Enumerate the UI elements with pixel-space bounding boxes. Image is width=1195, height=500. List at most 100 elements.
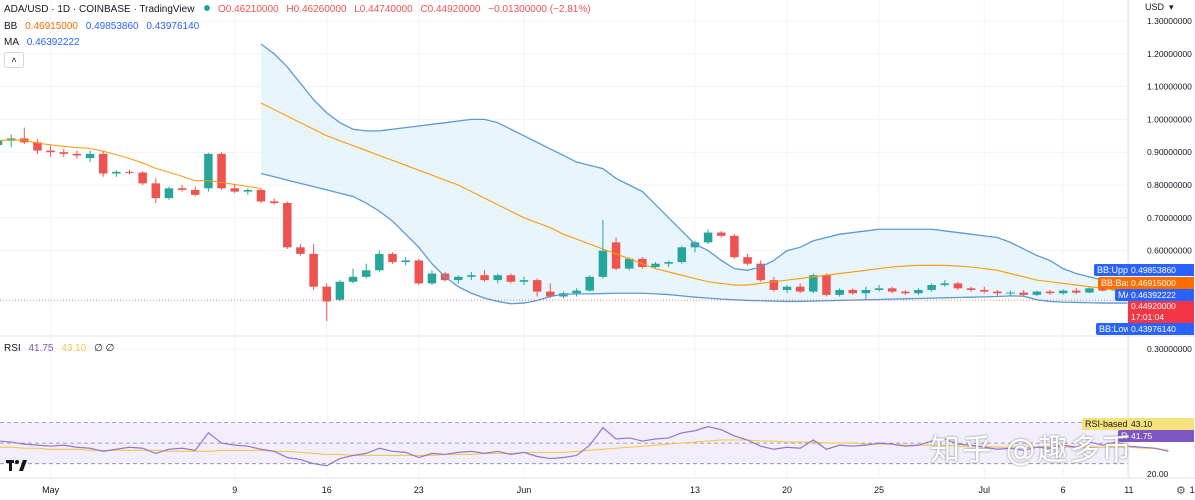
currency-selector[interactable]: USD ▾ bbox=[1145, 2, 1179, 13]
bollinger-band bbox=[261, 43, 1169, 304]
candle-body bbox=[243, 189, 253, 192]
candle-body bbox=[112, 171, 121, 174]
bb-basis-value: 0.46915000 bbox=[25, 21, 78, 32]
candle-body bbox=[703, 232, 713, 243]
time-tick-label: 9 bbox=[232, 485, 237, 495]
candle-body bbox=[585, 276, 594, 291]
ma-price: 0.46392222 bbox=[1128, 289, 1194, 301]
candle-body bbox=[519, 280, 529, 282]
price-tick-label: 1.20000000 bbox=[1147, 49, 1192, 59]
symbol-header: ADA/USD · 1D · COINBASE · TradingView O0… bbox=[4, 4, 596, 15]
candle-body bbox=[256, 189, 266, 202]
bb-legend-label: BB bbox=[4, 21, 18, 32]
price-tick-label: 0.70000000 bbox=[1147, 213, 1192, 223]
bb-upper-tag: BB:Upper bbox=[1094, 264, 1140, 276]
candle-body bbox=[730, 235, 739, 258]
rsi-ma-tag-label: RSI-based MA bbox=[1085, 419, 1144, 429]
bb-legend[interactable]: BB 0.46915000 0.49853860 0.43976140 bbox=[4, 21, 204, 32]
candle-body bbox=[690, 242, 700, 248]
candle-body bbox=[756, 263, 765, 281]
candle-body bbox=[217, 153, 226, 189]
price-tick-label: 1.00000000 bbox=[1147, 114, 1192, 124]
price-tick-label: 0.30000000 bbox=[1147, 344, 1192, 354]
candle-body bbox=[1019, 292, 1028, 295]
candle-body bbox=[401, 260, 410, 263]
candle-body bbox=[638, 258, 647, 267]
ohlc-open: O0.46210000 bbox=[218, 4, 279, 15]
time-tick-label: 25 bbox=[874, 485, 884, 495]
ma-legend-label: MA bbox=[4, 37, 19, 48]
bb-basis-tag-label: BB:Basis bbox=[1101, 278, 1138, 288]
rsi-pane bbox=[0, 422, 1169, 467]
candle-body bbox=[72, 153, 82, 156]
ma-tag-label: MA bbox=[1118, 290, 1132, 300]
candle-body bbox=[717, 232, 726, 236]
candle-body bbox=[795, 286, 805, 292]
price-tick-label: 0.60000000 bbox=[1147, 246, 1192, 256]
candle-body bbox=[322, 286, 331, 302]
bb-upper-value: 0.49853860 bbox=[85, 21, 139, 32]
candle-body bbox=[953, 283, 963, 289]
time-tick-label: 23 bbox=[414, 485, 424, 495]
candle-body bbox=[269, 201, 279, 204]
last-price: 0.44920000 bbox=[1131, 301, 1176, 311]
candle-body bbox=[33, 142, 42, 151]
collapse-legend-button[interactable]: ˄ bbox=[4, 52, 24, 68]
candle-body bbox=[283, 203, 292, 248]
indicator-lines bbox=[0, 43, 1169, 305]
time-tick-label: Jul bbox=[978, 485, 990, 495]
candle-body bbox=[414, 260, 424, 284]
symbol-title[interactable]: ADA/USD · 1D · COINBASE · TradingView bbox=[4, 4, 195, 15]
candle-body bbox=[348, 276, 358, 282]
ma-legend[interactable]: MA 0.46392222 bbox=[4, 37, 85, 48]
time-tick-label: May bbox=[42, 485, 60, 495]
market-status-dot bbox=[204, 5, 211, 11]
rsi-price: 41.75 bbox=[1128, 430, 1194, 442]
candle-body bbox=[138, 172, 147, 184]
candle-body bbox=[164, 188, 174, 199]
time-tick-label: 20 bbox=[782, 485, 792, 495]
candle-body bbox=[664, 262, 673, 264]
candle-body bbox=[375, 253, 384, 271]
candle-body bbox=[966, 288, 976, 290]
candle-body bbox=[309, 253, 318, 287]
watermark-text: 知乎 @趣多币 bbox=[930, 433, 1134, 468]
price-tick-label: 0.80000000 bbox=[1147, 180, 1192, 190]
bar-countdown: 17:01:04 bbox=[1131, 312, 1165, 322]
rsi-ma-value: 43.10 bbox=[61, 343, 87, 354]
candle-body bbox=[980, 289, 989, 292]
candle-body bbox=[1032, 291, 1042, 295]
candle-body bbox=[230, 188, 239, 192]
candle-body bbox=[493, 275, 502, 281]
candle-body bbox=[782, 286, 792, 290]
candle-body bbox=[598, 250, 608, 277]
candle-body bbox=[177, 188, 187, 190]
candle-body bbox=[1098, 288, 1107, 291]
candle-body bbox=[59, 152, 68, 154]
candle-body bbox=[467, 275, 476, 277]
candle-body bbox=[454, 276, 463, 281]
time-tick-label: 16 bbox=[322, 485, 332, 495]
candle-body bbox=[151, 183, 161, 199]
candle-body bbox=[901, 291, 910, 294]
candle-body bbox=[1072, 290, 1081, 293]
candle-body bbox=[651, 263, 660, 267]
currency-dropdown-icon: ▾ bbox=[1169, 2, 1174, 12]
candle-body bbox=[809, 275, 818, 292]
candle-body bbox=[914, 289, 923, 294]
rsi-legend[interactable]: RSI 41.75 43.10 ∅ ∅ bbox=[4, 343, 119, 354]
ohlc-high: H0.46260000 bbox=[286, 4, 347, 15]
candle-body bbox=[677, 247, 687, 263]
bb-lower-line bbox=[260, 172, 1169, 305]
ohlc-change: −0.01300000 (−2.81%) bbox=[488, 4, 591, 15]
candle-body bbox=[874, 288, 884, 290]
ohlc-low: L0.44740000 bbox=[354, 4, 413, 15]
price-tick-label: 1.30000000 bbox=[1147, 16, 1192, 26]
bb-upper-price: 0.49853860 bbox=[1128, 264, 1194, 276]
ma-value: 0.46392222 bbox=[26, 37, 80, 48]
candle-body bbox=[335, 281, 345, 300]
candle-body bbox=[887, 288, 897, 292]
tradingview-logo-icon[interactable] bbox=[6, 458, 28, 472]
settings-gear-icon[interactable]: ⚙ bbox=[1176, 485, 1186, 497]
